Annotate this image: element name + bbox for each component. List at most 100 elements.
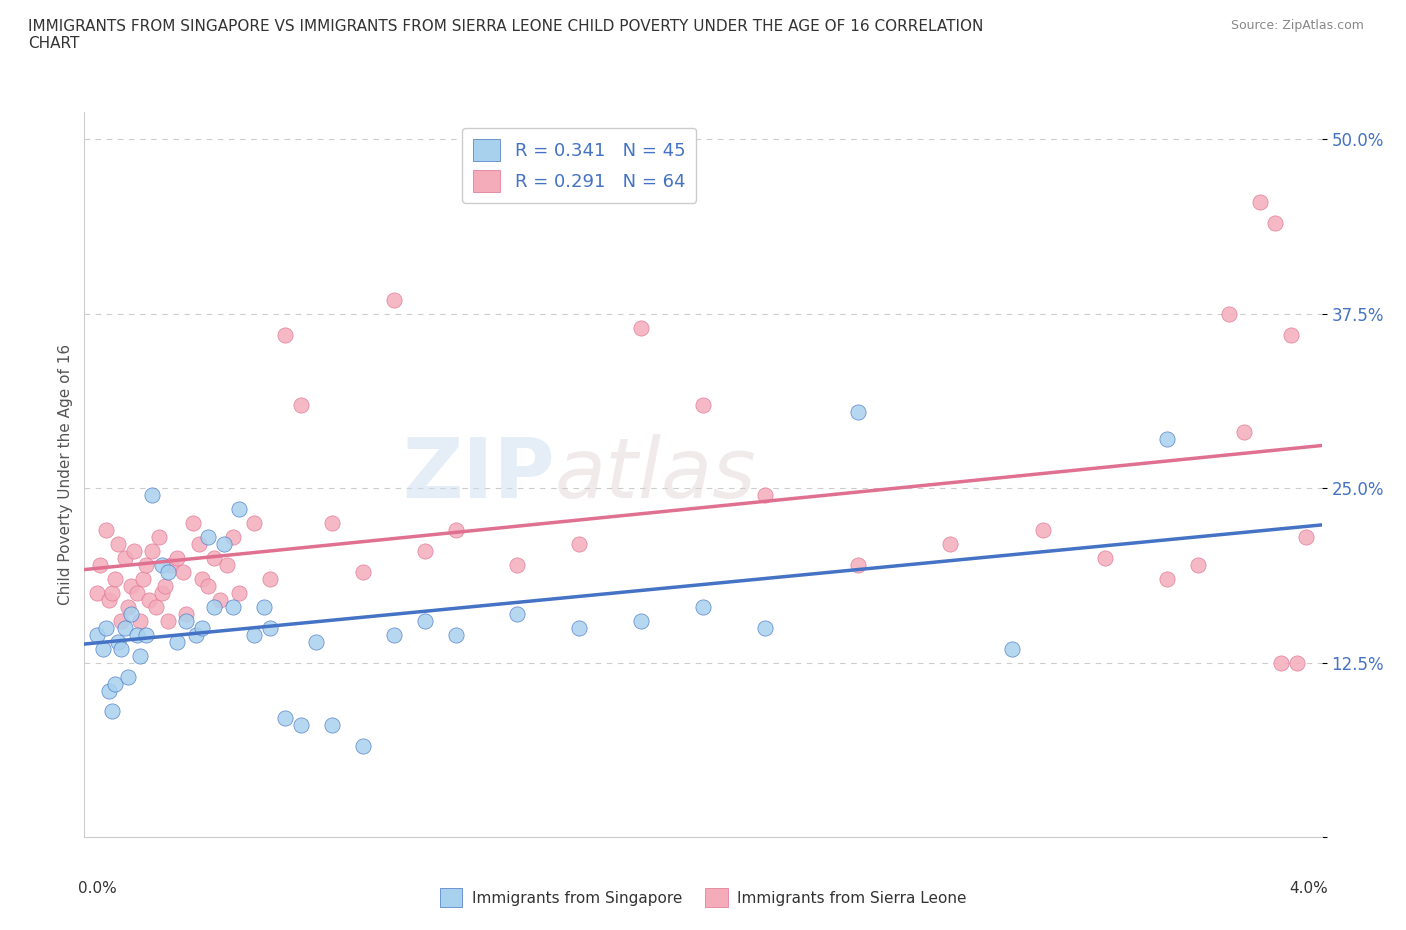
Point <box>1218 307 1240 322</box>
Text: IMMIGRANTS FROM SINGAPORE VS IMMIGRANTS FROM SIERRA LEONE CHILD POVERTY UNDER TH: IMMIGRANTS FROM SINGAPORE VS IMMIGRANTS … <box>28 19 983 51</box>
Point <box>86 586 108 601</box>
Point <box>222 600 245 615</box>
Point <box>321 718 343 733</box>
Point <box>253 600 276 615</box>
Point <box>110 614 132 629</box>
Point <box>215 558 238 573</box>
Point <box>630 320 652 336</box>
Point <box>160 558 183 573</box>
Point <box>382 292 405 307</box>
Point <box>444 523 467 538</box>
Point <box>166 551 188 565</box>
Point <box>228 502 250 517</box>
Point <box>630 614 652 629</box>
Point <box>86 628 108 643</box>
Point <box>156 614 179 629</box>
Point <box>305 634 328 649</box>
Point <box>197 530 219 545</box>
Point <box>290 397 312 412</box>
Point <box>506 606 529 621</box>
Point <box>191 571 214 587</box>
Point <box>212 537 235 551</box>
Point <box>132 571 155 587</box>
Point <box>413 543 436 558</box>
Point <box>444 628 467 643</box>
Point <box>197 578 219 593</box>
Point <box>1285 656 1308 671</box>
Point <box>114 551 136 565</box>
Point <box>181 515 204 530</box>
Legend: R = 0.341   N = 45, R = 0.291   N = 64: R = 0.341 N = 45, R = 0.291 N = 64 <box>463 128 696 203</box>
Point <box>172 565 194 579</box>
Point <box>1264 216 1286 231</box>
Point <box>98 592 121 607</box>
Point <box>98 683 121 698</box>
Point <box>176 614 198 629</box>
Point <box>243 515 266 530</box>
Point <box>846 405 869 419</box>
Point <box>692 600 714 615</box>
Point <box>352 565 374 579</box>
Point <box>166 634 188 649</box>
Point <box>150 586 173 601</box>
Text: Source: ZipAtlas.com: Source: ZipAtlas.com <box>1230 19 1364 32</box>
Point <box>274 327 297 342</box>
Point <box>191 620 214 635</box>
Legend: Immigrants from Singapore, Immigrants from Sierra Leone: Immigrants from Singapore, Immigrants fr… <box>433 883 973 913</box>
Point <box>321 515 343 530</box>
Point <box>125 586 148 601</box>
Y-axis label: Child Poverty Under the Age of 16: Child Poverty Under the Age of 16 <box>58 344 73 604</box>
Point <box>228 586 250 601</box>
Point <box>125 628 148 643</box>
Point <box>209 592 232 607</box>
Point <box>1094 551 1116 565</box>
Point <box>135 628 157 643</box>
Point <box>506 558 529 573</box>
Point <box>156 565 179 579</box>
Point <box>352 738 374 753</box>
Point <box>1156 432 1178 447</box>
Point <box>1249 195 1271 210</box>
Point <box>202 551 225 565</box>
Point <box>1187 558 1209 573</box>
Point <box>202 600 225 615</box>
Point <box>129 648 152 663</box>
Point <box>94 523 117 538</box>
Point <box>138 592 160 607</box>
Point <box>1032 523 1054 538</box>
Point <box>114 620 136 635</box>
Point <box>754 620 776 635</box>
Point <box>176 606 198 621</box>
Point <box>568 620 591 635</box>
Point <box>129 614 152 629</box>
Point <box>117 670 139 684</box>
Point <box>259 620 281 635</box>
Point <box>1279 327 1302 342</box>
Point <box>153 578 176 593</box>
Point <box>1233 425 1256 440</box>
Point <box>107 634 129 649</box>
Point <box>148 530 170 545</box>
Text: atlas: atlas <box>554 433 756 515</box>
Point <box>274 711 297 726</box>
Point <box>1001 642 1024 657</box>
Point <box>259 571 281 587</box>
Point <box>141 487 163 502</box>
Point <box>290 718 312 733</box>
Point <box>110 642 132 657</box>
Point <box>89 558 111 573</box>
Point <box>184 628 207 643</box>
Point <box>243 628 266 643</box>
Point <box>1270 656 1292 671</box>
Point <box>107 537 129 551</box>
Text: 0.0%: 0.0% <box>79 881 117 896</box>
Point <box>846 558 869 573</box>
Point <box>150 558 173 573</box>
Point <box>1156 571 1178 587</box>
Point <box>568 537 591 551</box>
Point <box>145 600 167 615</box>
Point <box>222 530 245 545</box>
Text: 4.0%: 4.0% <box>1289 881 1327 896</box>
Point <box>135 558 157 573</box>
Point <box>117 600 139 615</box>
